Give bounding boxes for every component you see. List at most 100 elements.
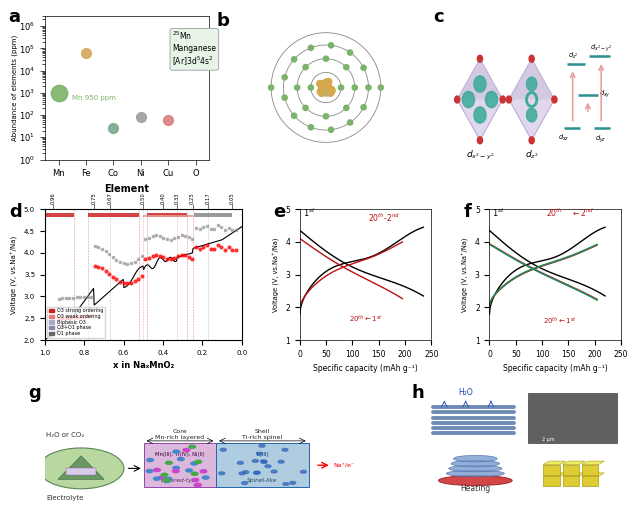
Text: $d_{x^2-y^2}$: $d_{x^2-y^2}$: [589, 42, 611, 54]
Point: [155, 252, 165, 260]
Text: $20^{th}$$\leftarrow$$1^{st}$: $20^{th}$$\leftarrow$$1^{st}$: [543, 315, 577, 326]
Circle shape: [378, 85, 383, 90]
Text: Electrolyte: Electrolyte: [47, 495, 84, 501]
Polygon shape: [582, 473, 604, 477]
Bar: [88, 213, 140, 217]
Circle shape: [290, 481, 296, 484]
Circle shape: [183, 449, 189, 452]
Point: [202, 241, 212, 249]
Point: [216, 243, 227, 251]
Circle shape: [283, 483, 289, 485]
Point: [220, 226, 230, 234]
Circle shape: [366, 85, 371, 90]
Bar: [582, 477, 598, 486]
Bar: [563, 477, 579, 486]
Circle shape: [552, 96, 557, 103]
Point: [158, 234, 168, 242]
Point: [191, 28, 201, 37]
Circle shape: [361, 105, 366, 110]
Point: [140, 255, 150, 263]
Polygon shape: [563, 461, 585, 465]
Polygon shape: [457, 59, 502, 140]
Circle shape: [328, 42, 333, 48]
Point: [184, 233, 194, 241]
Point: [158, 253, 168, 262]
Text: Mn(III), Ti(IV), Ni(II): Mn(III), Ti(IV), Ni(II): [155, 452, 205, 456]
Legend: O3 strong ordering, O3 weak ordering, Biphasic O3, O3+O1 phase, O1 phase: O3 strong ordering, O3 weak ordering, Bi…: [47, 307, 106, 338]
Ellipse shape: [454, 455, 497, 462]
Text: Layered-type: Layered-type: [161, 478, 200, 483]
Point: [126, 259, 136, 267]
Text: $20^{th}$-$2^{nd}$: $20^{th}$-$2^{nd}$: [368, 212, 400, 224]
X-axis label: Specific capacity (mAh g⁻¹): Specific capacity (mAh g⁻¹): [503, 364, 607, 373]
Point: [188, 254, 198, 263]
Circle shape: [38, 448, 124, 489]
Text: $d_{z^2}$: $d_{z^2}$: [525, 149, 538, 161]
Point: [227, 226, 237, 234]
Circle shape: [328, 127, 333, 132]
Point: [195, 225, 205, 233]
Circle shape: [259, 444, 265, 447]
Point: [180, 251, 190, 260]
Point: [79, 293, 89, 301]
Circle shape: [257, 452, 262, 455]
Point: [133, 255, 143, 263]
Point: [162, 255, 172, 263]
Y-axis label: Voltage (V, vs.Na⁺/Na): Voltage (V, vs.Na⁺/Na): [273, 237, 280, 312]
Bar: [45, 213, 74, 217]
Point: [231, 226, 241, 234]
Circle shape: [477, 137, 483, 144]
Point: [111, 256, 122, 264]
Point: [169, 234, 179, 242]
Point: [223, 243, 234, 251]
Circle shape: [474, 76, 486, 92]
Point: [75, 313, 85, 321]
Circle shape: [195, 460, 202, 464]
Circle shape: [328, 88, 335, 94]
Point: [205, 245, 216, 253]
Circle shape: [164, 480, 170, 483]
Point: [155, 232, 165, 240]
Point: [90, 262, 100, 270]
Text: $d_{xz}$: $d_{xz}$: [558, 133, 570, 143]
Circle shape: [252, 459, 259, 463]
X-axis label: x in NaₓMnO₂: x in NaₓMnO₂: [113, 362, 174, 370]
Point: [83, 312, 93, 321]
Point: [81, 49, 91, 57]
Point: [144, 253, 154, 262]
X-axis label: Specific capacity (mAh g⁻¹): Specific capacity (mAh g⁻¹): [313, 364, 418, 373]
Circle shape: [327, 90, 333, 96]
Circle shape: [161, 473, 168, 477]
Point: [57, 294, 67, 303]
Text: Spinel-like: Spinel-like: [247, 478, 278, 483]
Circle shape: [344, 105, 349, 110]
Circle shape: [348, 50, 353, 55]
Circle shape: [308, 125, 314, 130]
Point: [209, 245, 220, 253]
Point: [191, 243, 201, 252]
Point: [148, 232, 158, 240]
Point: [97, 264, 107, 272]
Circle shape: [321, 84, 327, 90]
Point: [83, 293, 93, 301]
Point: [177, 251, 187, 260]
Point: [212, 241, 223, 249]
Point: [205, 225, 216, 234]
Circle shape: [194, 484, 201, 487]
Circle shape: [192, 479, 198, 482]
Point: [191, 224, 201, 232]
Circle shape: [326, 84, 332, 91]
Circle shape: [529, 137, 534, 144]
Polygon shape: [543, 473, 566, 477]
Circle shape: [278, 461, 284, 463]
Point: [129, 257, 140, 266]
Circle shape: [454, 96, 460, 103]
Circle shape: [303, 105, 308, 110]
Circle shape: [308, 85, 314, 90]
Point: [75, 293, 85, 301]
Circle shape: [269, 85, 274, 90]
Circle shape: [323, 56, 328, 61]
Circle shape: [325, 79, 332, 85]
Circle shape: [474, 107, 486, 123]
Circle shape: [282, 75, 287, 80]
